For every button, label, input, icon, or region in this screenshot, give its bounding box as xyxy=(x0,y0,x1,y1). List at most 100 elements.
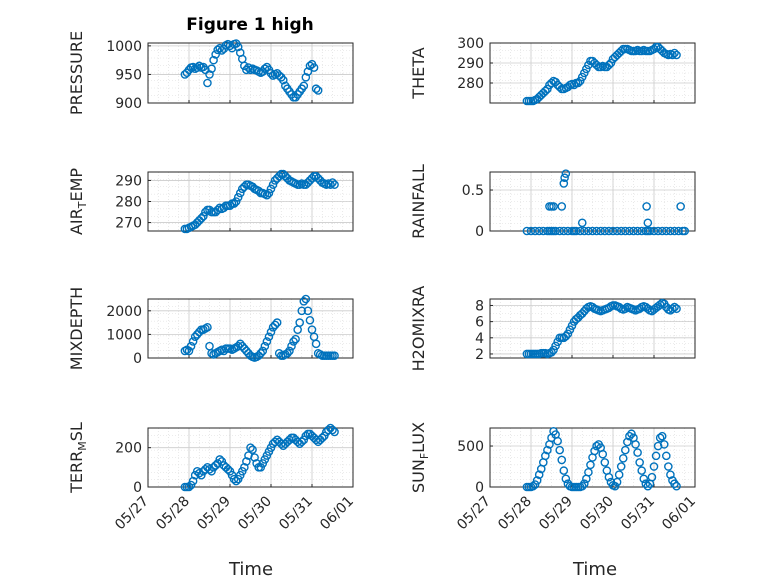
y-tick-label: 290 xyxy=(457,56,484,72)
data-point xyxy=(205,464,214,474)
data-point xyxy=(653,226,663,236)
data-point xyxy=(528,481,538,491)
data-point xyxy=(299,81,309,91)
data-point xyxy=(188,62,198,72)
data-point xyxy=(196,214,206,223)
data-point xyxy=(543,445,552,455)
data-point xyxy=(643,481,653,491)
data-point xyxy=(274,171,284,181)
data-point xyxy=(317,433,327,443)
data-point xyxy=(604,472,614,482)
data-point xyxy=(192,63,202,72)
y-tick-label: 6 xyxy=(475,315,484,331)
data-point xyxy=(668,304,677,313)
data-point xyxy=(285,346,294,356)
x-tick-label: 06/01 xyxy=(659,493,699,533)
y-tick-label: 2000 xyxy=(106,304,142,320)
data-point xyxy=(311,339,321,349)
data-point xyxy=(637,226,647,236)
data-point xyxy=(612,226,622,236)
data-point xyxy=(262,337,272,346)
data-point xyxy=(229,474,239,484)
data-point xyxy=(584,226,593,236)
data-point xyxy=(561,474,571,484)
data-point xyxy=(534,226,544,236)
data-point xyxy=(532,476,542,485)
axes-box xyxy=(147,42,354,104)
data-point xyxy=(662,226,671,236)
data-point xyxy=(561,331,571,341)
data-point xyxy=(555,445,565,455)
data-point xyxy=(213,45,222,55)
data-point xyxy=(655,433,665,443)
panel-mixdepth: 0 1000 2000 MIXDEPTH xyxy=(67,287,354,370)
data-point xyxy=(680,226,690,236)
data-point xyxy=(264,332,274,342)
data-point xyxy=(266,184,276,194)
data-point xyxy=(649,226,659,236)
data-point xyxy=(610,481,620,491)
data-point xyxy=(666,470,675,480)
data-point xyxy=(309,63,319,72)
x-tick-label: 06/01 xyxy=(317,493,357,533)
data-point xyxy=(676,202,685,211)
data-point xyxy=(328,178,337,187)
data-point xyxy=(303,67,313,76)
data-point xyxy=(231,476,241,486)
data-point xyxy=(672,50,681,60)
data-point xyxy=(559,179,569,188)
data-point xyxy=(563,329,573,339)
y-tick-label: 0 xyxy=(475,480,484,496)
data-point xyxy=(563,226,573,236)
data-point xyxy=(555,226,565,236)
y-axis-label: RAINFALL xyxy=(409,164,428,239)
y-tick-label: 950 xyxy=(115,67,142,83)
data-point xyxy=(549,345,558,355)
data-point xyxy=(258,346,268,356)
data-point xyxy=(557,202,567,211)
data-point xyxy=(217,46,227,55)
data-point xyxy=(600,226,610,236)
y-tick-label: 8 xyxy=(475,298,484,314)
y-tick-label: 270 xyxy=(115,216,142,232)
data-point xyxy=(225,201,235,211)
data-point xyxy=(635,458,644,467)
y-axis-label: AIRTEMP xyxy=(67,168,89,235)
data-point xyxy=(637,466,647,475)
data-point xyxy=(666,226,675,236)
y-axis-label: H2OMIXRA xyxy=(409,286,428,372)
data-point xyxy=(580,479,589,489)
data-point xyxy=(301,72,311,82)
data-point xyxy=(297,437,307,447)
x-tick-label: 05/28 xyxy=(495,493,535,533)
data-point xyxy=(289,337,298,346)
panel-pressure: 900 950 1000 PRESSURE xyxy=(67,31,354,115)
data-point xyxy=(557,455,567,465)
data-point xyxy=(623,437,632,447)
data-point xyxy=(205,70,214,79)
data-point xyxy=(559,226,569,236)
data-point xyxy=(209,55,218,65)
data-point xyxy=(539,226,548,236)
data-point xyxy=(575,226,585,236)
data-point xyxy=(541,451,550,461)
data-point xyxy=(203,78,212,88)
data-point xyxy=(621,445,630,455)
data-point xyxy=(604,226,614,236)
y-axis-label: SUNFLUX xyxy=(409,422,431,493)
data-point xyxy=(649,44,659,54)
data-point xyxy=(670,226,679,236)
axes-box xyxy=(489,42,696,104)
data-point xyxy=(604,60,614,70)
data-point xyxy=(283,348,292,358)
data-point xyxy=(295,318,305,327)
data-point xyxy=(642,202,651,211)
data-point xyxy=(291,334,300,344)
data-point xyxy=(670,302,679,312)
data-point xyxy=(625,226,634,236)
y-tick-label: 300 xyxy=(457,36,484,52)
y-tick-label: 0.5 xyxy=(462,183,484,199)
data-point xyxy=(664,462,673,471)
data-point xyxy=(242,65,251,75)
data-point xyxy=(565,325,575,335)
